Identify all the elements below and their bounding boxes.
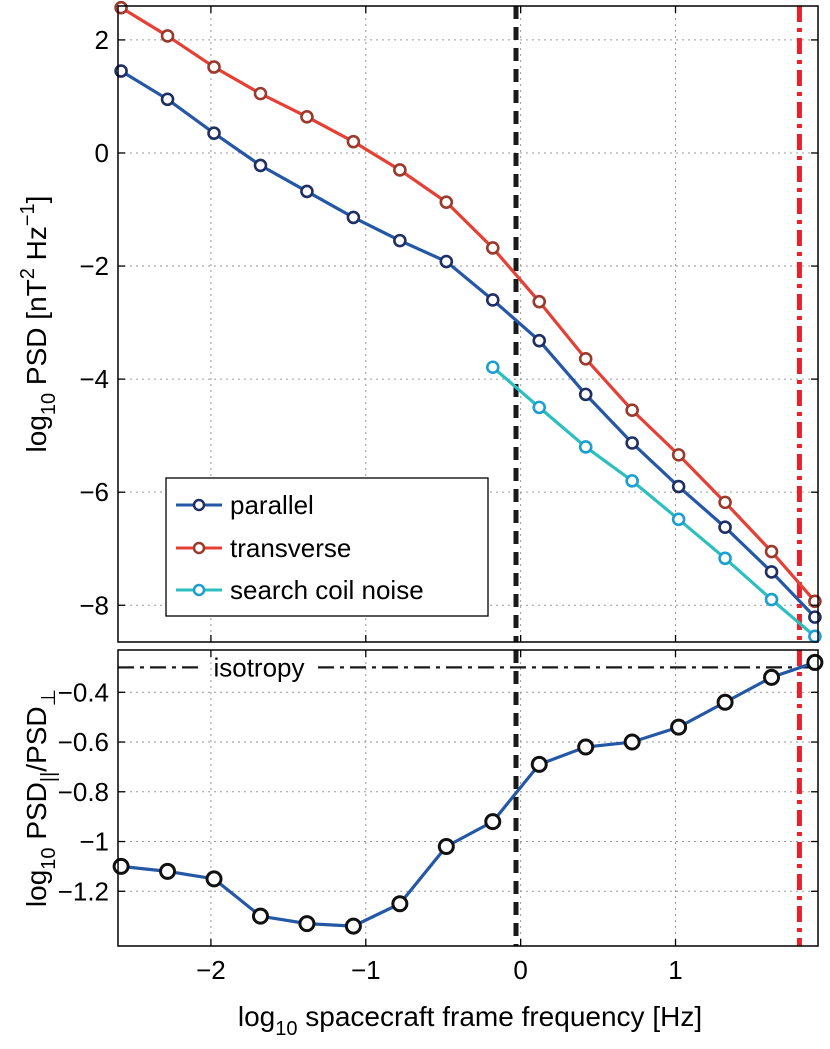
psd-panel: 2 0 −2 −4 −6 −8 parallel transverse search co… bbox=[17, 0, 822, 644]
psd-series-0-point-5 bbox=[346, 210, 361, 225]
psd-series-1-point-10 bbox=[578, 351, 593, 366]
legend-entry-parallel: parallel bbox=[176, 490, 314, 520]
legend-entry-transverse: transverse bbox=[176, 533, 351, 563]
psd-series-0-point-4 bbox=[300, 184, 314, 199]
psd-series-1-point-9 bbox=[532, 294, 547, 309]
psd-series-2-point-7 bbox=[808, 629, 822, 644]
psd-series-1-point-11 bbox=[625, 403, 639, 418]
psd-series-0-point-7 bbox=[439, 254, 454, 269]
legend: parallel transverse search coil noise bbox=[165, 477, 489, 617]
psd-series-line-1 bbox=[120, 6, 817, 603]
x-ticks: −2 −1 0 1 bbox=[196, 955, 683, 985]
psd-series-2-point-1 bbox=[532, 400, 547, 415]
psd-series-1-point-8 bbox=[485, 241, 500, 255]
x-tick-label-3: 1 bbox=[668, 955, 682, 985]
psd-reference-lines bbox=[513, 6, 802, 642]
anisotropy-series-0-point-14 bbox=[763, 668, 781, 686]
psd-y-tick-label-1: 0 bbox=[95, 138, 109, 168]
psd-series-1-point-5 bbox=[346, 134, 361, 149]
anisotropy-series-0-point-7 bbox=[437, 838, 455, 856]
psd-series-0-point-1 bbox=[160, 92, 175, 107]
psd-series-1-point-2 bbox=[207, 60, 221, 74]
psd-series-1-point-1 bbox=[160, 29, 175, 43]
legend-entry-search-coil-noise: search coil noise bbox=[176, 575, 424, 605]
isotropy-label: isotropy bbox=[213, 652, 304, 682]
x-tick-label-1: −1 bbox=[351, 955, 381, 985]
psd-series-1-point-7 bbox=[439, 195, 454, 209]
anisotropy-series-0-point-2 bbox=[205, 870, 223, 888]
psd-series-2-point-0 bbox=[485, 360, 500, 375]
psd-series-0-point-0 bbox=[114, 64, 128, 78]
psd-series-0-point-10 bbox=[578, 387, 593, 402]
psd-series-0-point-15 bbox=[808, 610, 822, 624]
psd-series-1-point-4 bbox=[300, 110, 314, 124]
x-tick-label-2: 0 bbox=[513, 955, 527, 985]
x-axis-label: log10 spacecraft frame frequency [Hz] bbox=[238, 1001, 702, 1040]
legend-label-transverse: transverse bbox=[230, 533, 351, 563]
psd-series-2-point-4 bbox=[671, 512, 686, 527]
psd-series-1-point-13 bbox=[718, 495, 732, 510]
anisotropy-panel: isotropy −0.4 −0.6 −0.8 −1 −1.2 −2 −1 0 1 log10… bbox=[21, 649, 824, 1040]
anisotropy-y-ticks: −0.4 −0.6 −0.8 −1 −1.2 bbox=[58, 650, 818, 946]
anisotropy-grid bbox=[118, 650, 818, 946]
psd-series-line-0 bbox=[120, 69, 817, 619]
anisotropy-series-0-point-4 bbox=[298, 915, 316, 933]
x-tick-label-0: −2 bbox=[196, 955, 226, 985]
anisotropy-y-tick-label-0: −0.4 bbox=[58, 677, 109, 707]
psd-y-axis-label: log10 PSD [nT2 Hz−1] bbox=[17, 196, 60, 453]
psd-y-tick-label-4: −6 bbox=[79, 477, 109, 507]
anisotropy-series-0-point-15 bbox=[806, 653, 824, 671]
psd-series-0-point-13 bbox=[718, 520, 732, 535]
anisotropy-y-axis-label: log10 PSD||/PSD⊥ bbox=[21, 689, 60, 907]
psd-series-2-point-2 bbox=[578, 440, 593, 454]
anisotropy-y-tick-label-1: −0.6 bbox=[58, 727, 109, 757]
psd-y-tick-label-3: −4 bbox=[79, 364, 109, 394]
psd-series-0-point-3 bbox=[253, 158, 268, 173]
anisotropy-series-0-point-0 bbox=[112, 857, 130, 875]
psd-series-1-point-6 bbox=[393, 163, 407, 177]
anisotropy-series-0-point-8 bbox=[484, 813, 502, 831]
anisotropy-series-0-point-12 bbox=[670, 718, 688, 736]
psd-series-1-point-0 bbox=[114, 0, 128, 15]
anisotropy-series-0-point-9 bbox=[530, 755, 548, 773]
anisotropy-series-0-point-1 bbox=[159, 862, 177, 880]
psd-series-0-point-9 bbox=[532, 333, 547, 348]
psd-series-0-point-11 bbox=[625, 436, 639, 450]
legend-label-search-coil-noise: search coil noise bbox=[230, 575, 424, 605]
psd-axes-frame bbox=[117, 5, 819, 643]
anisotropy-y-tick-label-2: −0.8 bbox=[58, 777, 109, 807]
anisotropy-axes-frame bbox=[117, 649, 819, 947]
anisotropy-y-tick-label-4: −1.2 bbox=[58, 876, 109, 906]
psd-series-line-2 bbox=[491, 366, 816, 638]
psd-series-0-point-8 bbox=[485, 293, 500, 307]
psd-series-0-point-2 bbox=[207, 126, 221, 140]
psd-series bbox=[114, 0, 822, 644]
anisotropy-series-0-point-11 bbox=[623, 733, 641, 751]
psd-y-tick-label-0: 2 bbox=[95, 25, 109, 55]
psd-series-2-point-5 bbox=[718, 551, 732, 566]
psd-series-0-point-6 bbox=[393, 233, 407, 248]
psd-series-2-point-6 bbox=[764, 592, 779, 607]
anisotropy-series-0-point-6 bbox=[391, 895, 409, 913]
anisotropy-series-0-point-13 bbox=[716, 693, 734, 711]
anisotropy-series-line-0 bbox=[120, 660, 816, 928]
psd-series-0-point-12 bbox=[671, 479, 686, 494]
anisotropy-series-0-point-3 bbox=[251, 907, 269, 925]
anisotropy-series-0-point-5 bbox=[344, 917, 362, 935]
psd-series-1-point-3 bbox=[253, 86, 268, 101]
isotropy-line: isotropy bbox=[118, 652, 818, 682]
psd-series-1-point-12 bbox=[671, 448, 686, 462]
anisotropy-reference-lines bbox=[513, 650, 802, 946]
legend-label-parallel: parallel bbox=[230, 490, 314, 520]
psd-y-tick-label-2: −2 bbox=[79, 251, 109, 281]
anisotropy-y-tick-label-3: −1 bbox=[79, 827, 109, 857]
psd-series-0-point-14 bbox=[764, 565, 779, 579]
psd-series-1-point-14 bbox=[764, 544, 779, 559]
anisotropy-series-0-point-10 bbox=[577, 738, 595, 756]
psd-series-2-point-3 bbox=[625, 474, 639, 488]
psd-y-ticks: 2 0 −2 −4 −6 −8 bbox=[79, 6, 818, 642]
psd-y-tick-label-5: −8 bbox=[79, 590, 109, 620]
